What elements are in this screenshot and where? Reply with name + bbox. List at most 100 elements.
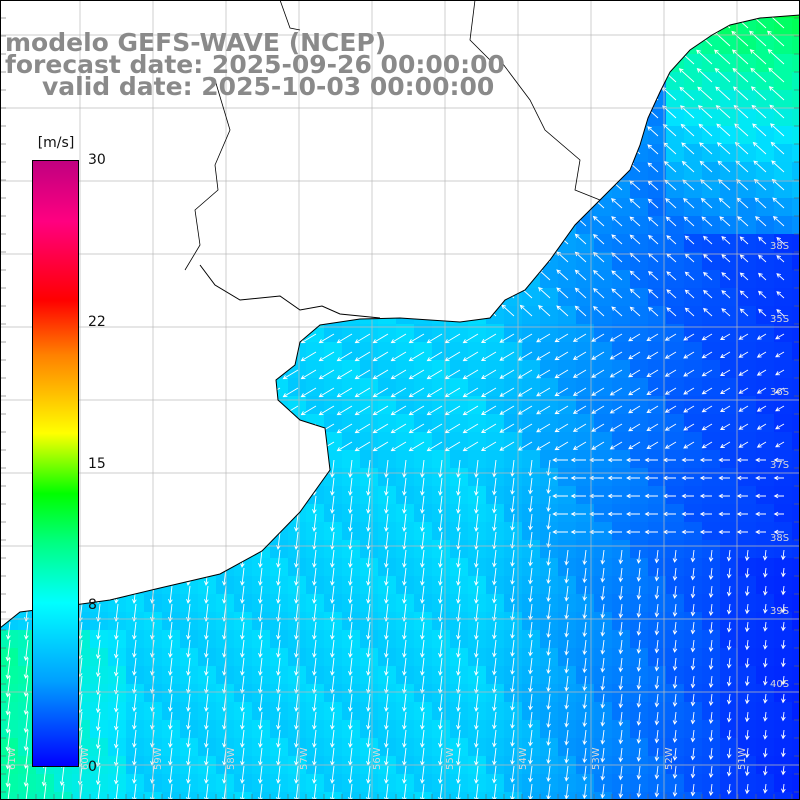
wind-arrow (708, 567, 714, 581)
wind-speed-cell (774, 684, 793, 703)
wind-arrow (408, 369, 425, 380)
wind-speed-cell (702, 738, 721, 757)
wind-speed-cell (720, 414, 739, 433)
wind-arrow (570, 475, 586, 481)
wind-arrow (510, 783, 515, 800)
wind-arrow (528, 675, 533, 693)
wind-speed-cell (630, 612, 649, 631)
wind-speed-cell (522, 504, 541, 523)
wind-speed-cell (540, 792, 559, 800)
longitude-label: 55W (445, 747, 456, 770)
wind-arrow (499, 369, 515, 379)
wind-arrow (23, 675, 29, 698)
wind-speed-cell (414, 540, 433, 559)
wind-speed-cell (234, 738, 253, 757)
wind-arrow (708, 693, 714, 707)
wind-speed-cell (414, 414, 433, 433)
wind-speed-cell (270, 630, 289, 649)
wind-speed-cell (324, 360, 343, 379)
wind-speed-cell (486, 540, 505, 559)
wind-speed-cell (792, 198, 800, 217)
wind-speed-cell (756, 486, 775, 505)
wind-speed-cell (126, 648, 145, 667)
wind-arrow (300, 387, 317, 398)
wind-arrow (168, 729, 173, 748)
wind-arrow (552, 529, 568, 535)
wind-arrow (703, 253, 713, 263)
wind-arrow (438, 657, 443, 676)
wind-speed-cell (342, 504, 361, 523)
wind-speed-cell (468, 684, 487, 703)
wind-arrow (756, 351, 767, 358)
wind-arrow (664, 405, 677, 413)
wind-arrow (683, 387, 695, 395)
wind-arrow (773, 457, 784, 463)
wind-arrow (684, 235, 695, 245)
wind-arrow (5, 711, 11, 734)
wind-arrow (552, 457, 568, 463)
wind-speed-cell (774, 720, 793, 739)
wind-arrow (426, 333, 443, 344)
wind-arrow (626, 475, 640, 481)
wind-speed-cell (378, 432, 397, 451)
wind-arrow (738, 387, 749, 394)
wind-speed-cell (288, 558, 307, 577)
wind-speed-cell (666, 576, 685, 595)
wind-arrow (609, 351, 623, 360)
wind-speed-cell (756, 666, 775, 685)
wind-speed-cell (612, 576, 631, 595)
wind-arrow (654, 711, 660, 726)
wind-arrow (348, 729, 353, 748)
wind-arrow (492, 495, 497, 514)
wind-speed-cell (378, 630, 397, 649)
wind-arrow (775, 441, 785, 448)
wind-arrow (510, 693, 515, 711)
wind-arrow (168, 585, 173, 604)
wind-speed-cell (288, 702, 307, 721)
wind-arrow (629, 198, 641, 209)
wind-arrow (589, 511, 604, 517)
latitude-label: 36S (770, 387, 790, 398)
wind-arrow (556, 287, 569, 299)
wind-arrow (420, 711, 425, 730)
wind-speed-cell (792, 378, 800, 397)
wind-speed-cell (198, 792, 217, 800)
wind-arrow (672, 765, 678, 779)
wind-speed-cell (396, 522, 415, 541)
wind-arrow (589, 529, 604, 535)
wind-speed-cell (684, 378, 703, 397)
wind-speed-cell (720, 702, 739, 721)
wind-speed-cell (612, 702, 631, 721)
wind-arrow (240, 783, 245, 800)
wind-speed-cell (666, 486, 685, 505)
wind-speed-cell (270, 540, 289, 559)
wind-arrow (168, 783, 173, 800)
wind-arrow (589, 475, 604, 481)
wind-speed-cell (756, 540, 775, 559)
wind-arrow (408, 423, 425, 434)
wind-arrow (456, 459, 461, 478)
wind-arrow (312, 567, 317, 586)
wind-speed-cell (630, 324, 649, 343)
wind-speed-cell (288, 666, 307, 685)
wind-speed-cell (684, 504, 703, 523)
wind-speed-cell (252, 684, 271, 703)
wind-arrow (372, 369, 389, 380)
wind-arrow (330, 639, 335, 658)
wind-arrow (420, 765, 425, 784)
wind-speed-cell (792, 504, 800, 523)
wind-arrow (426, 387, 443, 398)
wind-speed-cell (180, 612, 199, 631)
wind-arrow (456, 513, 461, 532)
wind-speed-cell (396, 702, 415, 721)
wind-arrow (739, 254, 749, 263)
wind-arrow (258, 639, 263, 658)
wind-speed-cell (612, 360, 631, 379)
wind-arrow (444, 387, 461, 398)
wind-speed-cell (468, 774, 487, 793)
wind-speed-cell (630, 504, 649, 523)
wind-speed-cell (738, 432, 757, 451)
wind-speed-cell (630, 738, 649, 757)
wind-arrow (744, 657, 750, 669)
wind-arrow (168, 693, 173, 712)
